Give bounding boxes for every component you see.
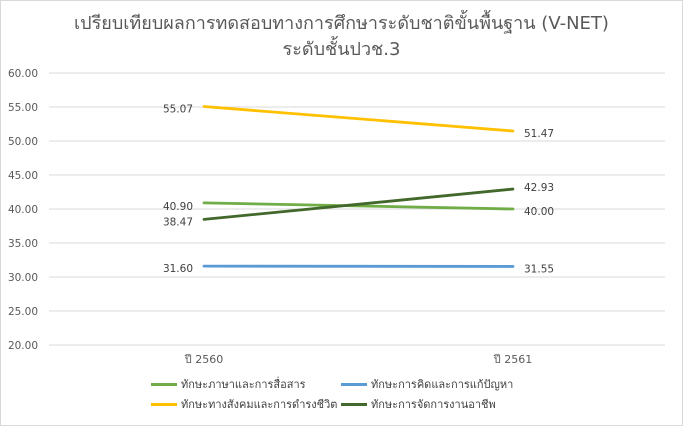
data-label: 55.07: [163, 104, 193, 116]
y-tick-label: 55.00: [8, 102, 38, 114]
x-tick-label: ปี 2560: [184, 353, 224, 366]
legend-item: ทักษะภาษาและการสื่อสาร: [151, 377, 341, 391]
legend: ทักษะภาษาและการสื่อสาร ทักษะการคิดและการแ…: [151, 377, 571, 411]
series-line: [202, 187, 515, 221]
legend-label: ทักษะการคิดและการแก้ปัญหา: [371, 378, 514, 391]
legend-item: ทักษะทางสังคมและการดำรงชีวิต: [151, 397, 341, 411]
data-label: 38.47: [163, 216, 193, 228]
legend-label: ทักษะการจัดการงานอาชีพ: [371, 398, 496, 411]
legend-swatch: [341, 382, 367, 386]
x-tick-label: ปี 2561: [493, 353, 533, 366]
y-tick-label: 30.00: [8, 272, 38, 284]
legend-item: ทักษะการคิดและการแก้ปัญหา: [341, 377, 571, 391]
chart-subtitle: ระดับชั้นปวช.3: [282, 39, 401, 60]
series-line: [202, 201, 515, 211]
data-label: 31.60: [163, 263, 193, 275]
y-tick-label: 40.00: [8, 204, 38, 216]
chart-title: เปรียบเทียบผลการทดสอบทางการศึกษาระดับชาต…: [74, 13, 609, 34]
data-label: 42.93: [524, 182, 554, 194]
chart-title-block: เปรียบเทียบผลการทดสอบทางการศึกษาระดับชาต…: [1, 11, 682, 63]
data-label: 40.00: [524, 206, 554, 218]
data-label: 51.47: [524, 128, 554, 140]
y-tick-label: 20.00: [8, 340, 38, 352]
y-tick-label: 25.00: [8, 306, 38, 318]
y-tick-label: 60.00: [8, 68, 38, 80]
y-tick-label: 50.00: [8, 136, 38, 148]
series-line: [202, 105, 515, 133]
y-tick-label: 45.00: [8, 170, 38, 182]
y-tick-label: 35.00: [8, 238, 38, 250]
legend-swatch: [151, 382, 177, 386]
legend-item: ทักษะการจัดการงานอาชีพ: [341, 397, 571, 411]
data-label: 40.90: [163, 201, 193, 213]
data-label: 31.55: [524, 263, 554, 275]
legend-label: ทักษะภาษาและการสื่อสาร: [181, 378, 306, 391]
legend-swatch: [151, 402, 177, 406]
legend-label: ทักษะทางสังคมและการดำรงชีวิต: [181, 398, 338, 411]
legend-swatch: [341, 402, 367, 406]
